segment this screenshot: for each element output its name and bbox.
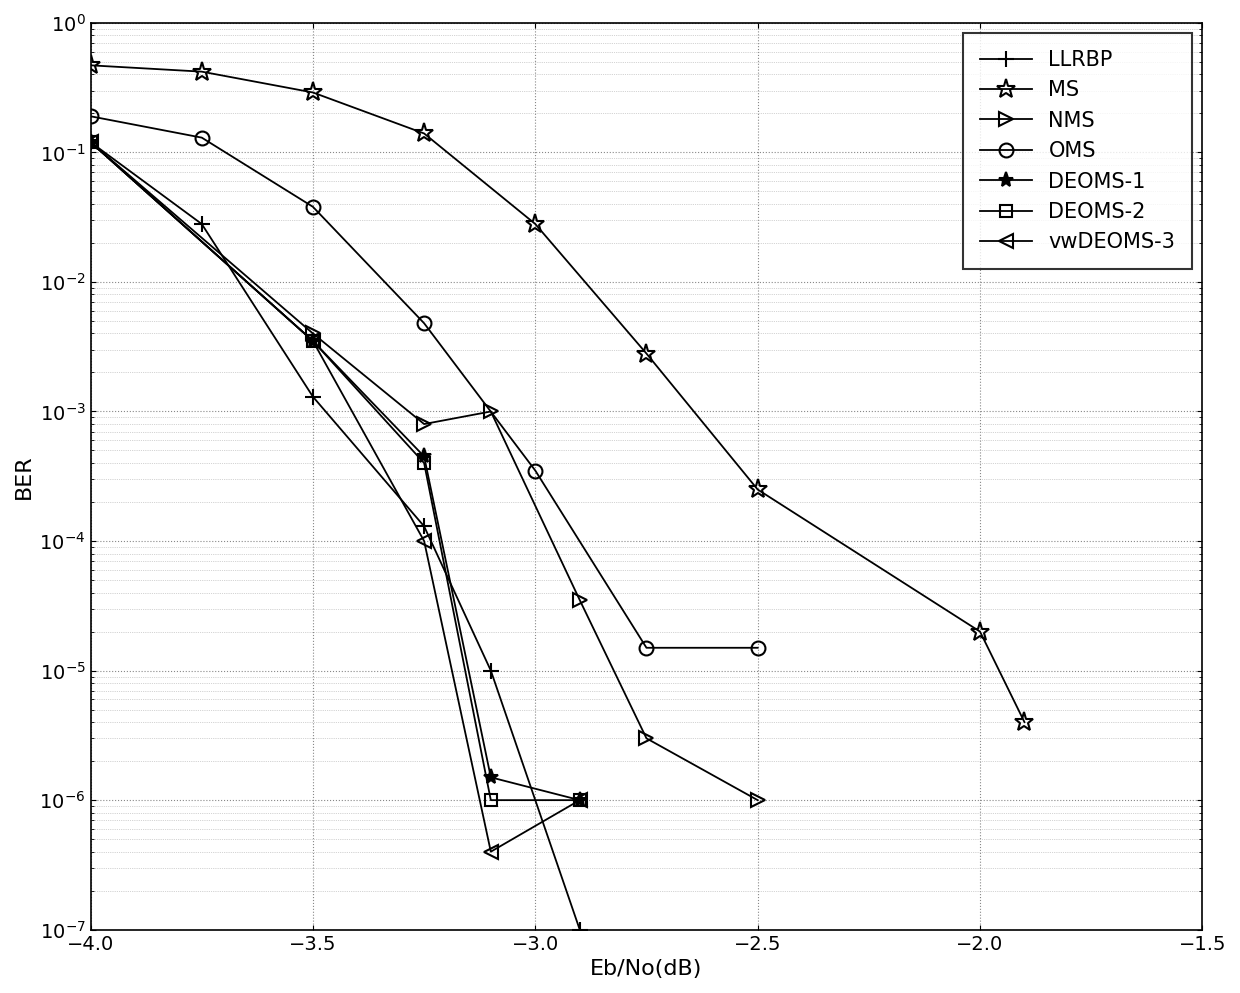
Line: NMS: NMS	[83, 135, 765, 807]
X-axis label: Eb/No(dB): Eb/No(dB)	[590, 959, 703, 979]
MS	[750, 484, 765, 496]
vwDEOMS-3	[305, 335, 320, 347]
NMS	[573, 594, 588, 606]
DEOMS-2	[484, 794, 498, 806]
MS	[305, 86, 320, 98]
Line: LLRBP: LLRBP	[83, 134, 588, 937]
MS	[1017, 716, 1032, 728]
Line: MS: MS	[81, 56, 1034, 732]
LLRBP	[417, 520, 432, 532]
DEOMS-2	[417, 457, 432, 469]
LLRBP	[83, 136, 98, 148]
NMS	[750, 794, 765, 806]
MS	[972, 626, 987, 638]
NMS	[484, 405, 498, 417]
vwDEOMS-3	[417, 535, 432, 547]
DEOMS-1	[83, 136, 98, 148]
NMS	[639, 733, 653, 745]
DEOMS-2	[83, 136, 98, 148]
DEOMS-2	[305, 335, 320, 347]
DEOMS-1	[305, 335, 320, 347]
vwDEOMS-3	[484, 846, 498, 858]
OMS	[528, 465, 543, 477]
MS	[417, 127, 432, 139]
OMS	[83, 110, 98, 122]
NMS	[305, 328, 320, 340]
LLRBP	[195, 218, 210, 230]
OMS	[195, 132, 210, 144]
MS	[83, 60, 98, 71]
MS	[639, 348, 653, 359]
OMS	[750, 641, 765, 653]
DEOMS-1	[417, 451, 432, 463]
LLRBP	[305, 391, 320, 403]
MS	[195, 66, 210, 77]
LLRBP	[573, 923, 588, 935]
vwDEOMS-3	[83, 136, 98, 148]
OMS	[305, 201, 320, 213]
Line: DEOMS-1: DEOMS-1	[83, 134, 588, 807]
Y-axis label: BER: BER	[14, 454, 33, 498]
vwDEOMS-3	[573, 794, 588, 806]
DEOMS-2	[573, 794, 588, 806]
DEOMS-1	[573, 794, 588, 806]
OMS	[639, 641, 653, 653]
NMS	[417, 418, 432, 430]
OMS	[417, 318, 432, 330]
DEOMS-1	[484, 772, 498, 783]
Line: OMS: OMS	[83, 109, 765, 654]
NMS	[83, 136, 98, 148]
Line: DEOMS-2: DEOMS-2	[84, 136, 587, 806]
Legend: LLRBP, MS, NMS, OMS, DEOMS-1, DEOMS-2, vwDEOMS-3: LLRBP, MS, NMS, OMS, DEOMS-1, DEOMS-2, v…	[963, 33, 1192, 269]
Line: vwDEOMS-3: vwDEOMS-3	[83, 135, 587, 859]
MS	[528, 218, 543, 230]
LLRBP	[484, 664, 498, 676]
